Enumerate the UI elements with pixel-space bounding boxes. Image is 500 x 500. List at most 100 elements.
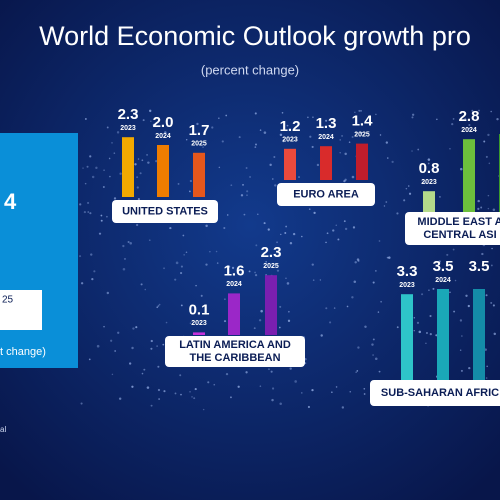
map-dot xyxy=(150,339,153,343)
map-dot xyxy=(182,234,185,237)
map-dot xyxy=(320,334,323,337)
map-dot xyxy=(411,113,415,116)
map-dot xyxy=(487,207,490,210)
map-dot xyxy=(150,347,153,350)
map-dot xyxy=(446,253,449,256)
map-dot xyxy=(245,371,248,374)
value-label: 1.6 xyxy=(224,262,245,279)
map-dot xyxy=(378,370,381,373)
map-dot xyxy=(377,311,380,313)
map-dot xyxy=(91,175,95,179)
map-dot xyxy=(150,120,152,122)
map-dot xyxy=(207,381,210,384)
map-dot xyxy=(357,259,360,263)
map-dot xyxy=(355,131,358,134)
map-dot xyxy=(117,331,120,334)
year-label: 2025 xyxy=(263,263,279,270)
value-label: 3.5 xyxy=(433,258,454,275)
map-dot xyxy=(408,192,412,195)
map-dot xyxy=(110,339,113,342)
world-map-dots xyxy=(79,109,500,411)
region-label-box xyxy=(405,212,500,245)
bar xyxy=(401,294,413,380)
year-label: 2023 xyxy=(282,137,298,144)
map-dot xyxy=(158,303,161,306)
map-dot xyxy=(89,212,92,215)
value-label: 3.3 xyxy=(397,263,418,280)
map-dot xyxy=(174,278,177,281)
map-dot xyxy=(278,326,281,329)
map-dot xyxy=(205,224,208,228)
map-dot xyxy=(209,250,211,253)
map-dot xyxy=(158,398,160,400)
map-dot xyxy=(189,391,191,393)
map-dot xyxy=(432,287,435,290)
map-dot xyxy=(286,282,290,285)
map-dot xyxy=(348,141,351,143)
subtitle: (percent change) xyxy=(201,62,299,77)
map-dot xyxy=(279,402,282,406)
map-dot xyxy=(111,373,114,376)
map-dot xyxy=(140,283,143,286)
map-dot xyxy=(267,368,270,371)
year-label: 2024 xyxy=(435,277,451,284)
map-dot xyxy=(358,109,361,112)
map-dot xyxy=(225,372,229,376)
map-dot xyxy=(286,124,289,127)
map-dot xyxy=(215,250,218,253)
map-dot xyxy=(223,320,227,323)
map-dot xyxy=(280,233,282,236)
map-dot xyxy=(245,167,248,169)
map-dot xyxy=(270,370,273,373)
map-dot xyxy=(144,288,147,291)
map-dot xyxy=(352,226,356,229)
map-dot xyxy=(253,327,256,330)
map-dot xyxy=(343,220,346,223)
map-dot xyxy=(461,335,463,337)
map-dot xyxy=(255,244,258,247)
map-dot xyxy=(388,256,391,259)
map-dot xyxy=(351,175,355,179)
year-label: 2024 xyxy=(461,127,477,134)
map-dot xyxy=(492,304,495,307)
map-dot xyxy=(289,241,293,245)
map-dot xyxy=(337,238,340,241)
map-dot xyxy=(96,344,100,348)
map-dot xyxy=(282,140,285,143)
side-box-text: 25 xyxy=(2,295,14,306)
map-dot xyxy=(165,321,168,324)
map-dot xyxy=(356,370,359,372)
map-dot xyxy=(202,408,205,411)
map-dot xyxy=(124,257,126,260)
map-dot xyxy=(335,386,338,388)
map-dot xyxy=(279,133,283,137)
value-label: 1.2 xyxy=(280,118,301,135)
map-dot xyxy=(292,232,296,236)
map-dot xyxy=(79,203,82,206)
map-dot xyxy=(185,251,188,253)
bar xyxy=(157,145,169,197)
map-dot xyxy=(223,226,226,230)
map-dot xyxy=(396,326,399,329)
map-dot xyxy=(258,319,262,322)
year-label: 2023 xyxy=(399,282,415,289)
bar xyxy=(473,289,485,380)
map-dot xyxy=(325,241,327,244)
map-dot xyxy=(246,194,248,196)
map-dot xyxy=(246,190,249,193)
map-dot xyxy=(93,270,96,273)
map-dot xyxy=(211,126,214,129)
map-dot xyxy=(80,282,84,285)
year-label: 2024 xyxy=(155,133,171,140)
map-dot xyxy=(301,235,303,238)
map-dot xyxy=(163,390,166,393)
map-dot xyxy=(263,222,266,225)
map-dot xyxy=(238,136,241,139)
map-dot xyxy=(481,252,484,256)
map-dot xyxy=(131,385,134,388)
year-label: 2023 xyxy=(120,125,136,132)
region-label-box xyxy=(370,380,500,406)
map-dot xyxy=(477,199,480,203)
map-dot xyxy=(490,110,492,113)
map-dot xyxy=(106,291,110,295)
